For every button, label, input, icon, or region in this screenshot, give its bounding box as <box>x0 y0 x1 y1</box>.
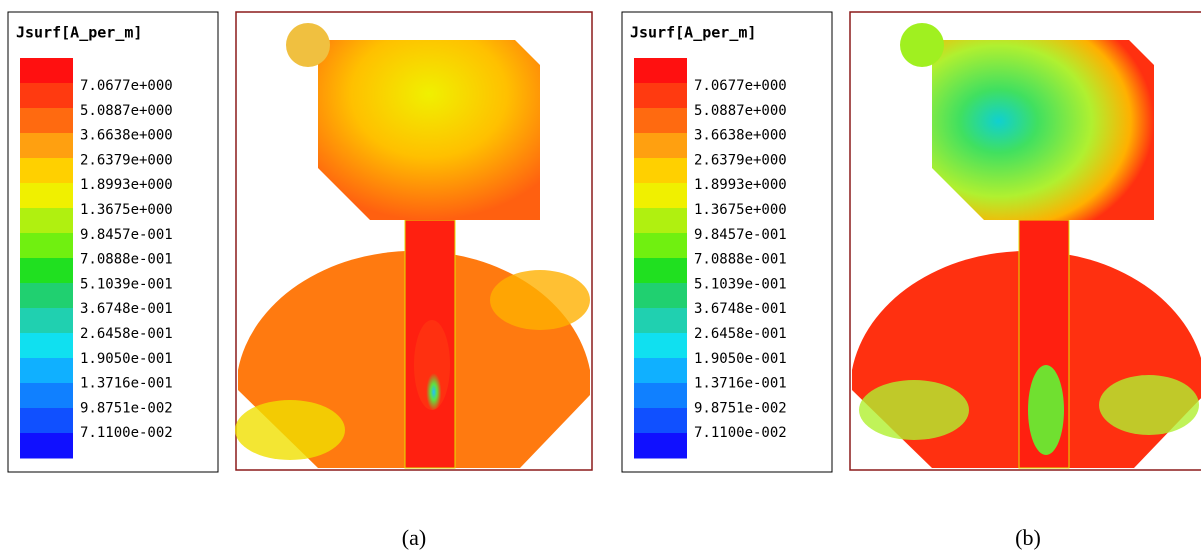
legend-label: 1.9050e-001 <box>694 351 787 367</box>
color-swatch <box>634 208 687 234</box>
feed-circle <box>286 23 330 67</box>
panel: Jsurf[A_per_m] 7.0677e+000 5.0887e+000 3.66… <box>8 12 592 550</box>
color-swatch <box>634 83 687 109</box>
color-swatch <box>20 58 73 84</box>
legend-label: 1.3675e+000 <box>80 202 173 218</box>
legend-label: 3.6748e-001 <box>694 301 787 317</box>
panel: Jsurf[A_per_m] 7.0677e+000 5.0887e+000 3.66… <box>622 12 1201 550</box>
caption: (b) <box>1015 525 1041 550</box>
legend-label: 2.6379e+000 <box>694 152 787 168</box>
legend-label: 7.0888e-001 <box>80 252 173 268</box>
color-swatch <box>20 358 73 384</box>
color-swatch <box>20 158 73 184</box>
color-swatch <box>634 433 687 459</box>
legend-label: 3.6748e-001 <box>80 301 173 317</box>
legend-label: 9.8457e-001 <box>80 227 173 243</box>
legend-label: 9.8457e-001 <box>694 227 787 243</box>
hot-spot <box>414 320 450 410</box>
legend-title: Jsurf[A_per_m] <box>16 24 142 42</box>
field-region <box>1099 375 1199 435</box>
legend-label: 5.0887e+000 <box>80 103 173 119</box>
color-swatch <box>20 133 73 159</box>
legend-label: 1.3716e-001 <box>80 376 173 392</box>
legend-label: 1.3716e-001 <box>694 376 787 392</box>
color-swatch <box>20 408 73 434</box>
legend-label: 1.8993e+000 <box>694 177 787 193</box>
color-swatch <box>634 258 687 284</box>
feed-circle <box>900 23 944 67</box>
field-region <box>859 380 969 440</box>
legend-label: 2.6458e-001 <box>694 326 787 342</box>
color-swatch <box>20 83 73 109</box>
color-swatch <box>20 183 73 209</box>
legend-label: 3.6638e+000 <box>694 128 787 144</box>
legend-title: Jsurf[A_per_m] <box>630 24 756 42</box>
color-swatch <box>634 183 687 209</box>
figure: Jsurf[A_per_m] 7.0677e+000 5.0887e+000 3.66… <box>0 0 1201 558</box>
color-swatch <box>20 258 73 284</box>
legend-label: 2.6458e-001 <box>80 326 173 342</box>
color-swatch <box>634 58 687 84</box>
caption: (a) <box>402 525 426 550</box>
color-swatch <box>20 108 73 134</box>
color-swatch <box>20 233 73 259</box>
color-swatch <box>634 283 687 309</box>
legend-label: 1.3675e+000 <box>694 202 787 218</box>
color-swatch <box>634 133 687 159</box>
color-swatch <box>634 158 687 184</box>
color-swatch <box>634 408 687 434</box>
color-swatch <box>20 433 73 459</box>
color-swatch <box>634 333 687 359</box>
color-swatch <box>20 308 73 334</box>
color-swatch <box>20 383 73 409</box>
legend-label: 7.0677e+000 <box>80 78 173 94</box>
upper-patch <box>318 40 540 220</box>
legend-label: 5.0887e+000 <box>694 103 787 119</box>
legend-label: 7.1100e-002 <box>694 425 787 441</box>
legend-label: 1.8993e+000 <box>80 177 173 193</box>
legend-label: 5.1039e-001 <box>80 276 173 292</box>
legend-label: 3.6638e+000 <box>80 128 173 144</box>
color-swatch <box>634 233 687 259</box>
field-region <box>490 270 590 330</box>
color-swatch <box>634 383 687 409</box>
legend-label: 2.6379e+000 <box>80 152 173 168</box>
legend-label: 1.9050e-001 <box>80 351 173 367</box>
legend-label: 7.0888e-001 <box>694 252 787 268</box>
legend-label: 9.8751e-002 <box>80 400 173 416</box>
legend-label: 9.8751e-002 <box>694 400 787 416</box>
legend-label: 5.1039e-001 <box>694 276 787 292</box>
color-swatch <box>634 108 687 134</box>
color-swatch <box>634 308 687 334</box>
legend-label: 7.0677e+000 <box>694 78 787 94</box>
color-swatch <box>20 333 73 359</box>
color-swatch <box>20 283 73 309</box>
color-swatch <box>20 208 73 234</box>
hot-spot <box>1028 365 1064 455</box>
color-swatch <box>634 358 687 384</box>
upper-patch <box>932 40 1154 220</box>
legend-label: 7.1100e-002 <box>80 425 173 441</box>
field-region <box>235 400 345 460</box>
